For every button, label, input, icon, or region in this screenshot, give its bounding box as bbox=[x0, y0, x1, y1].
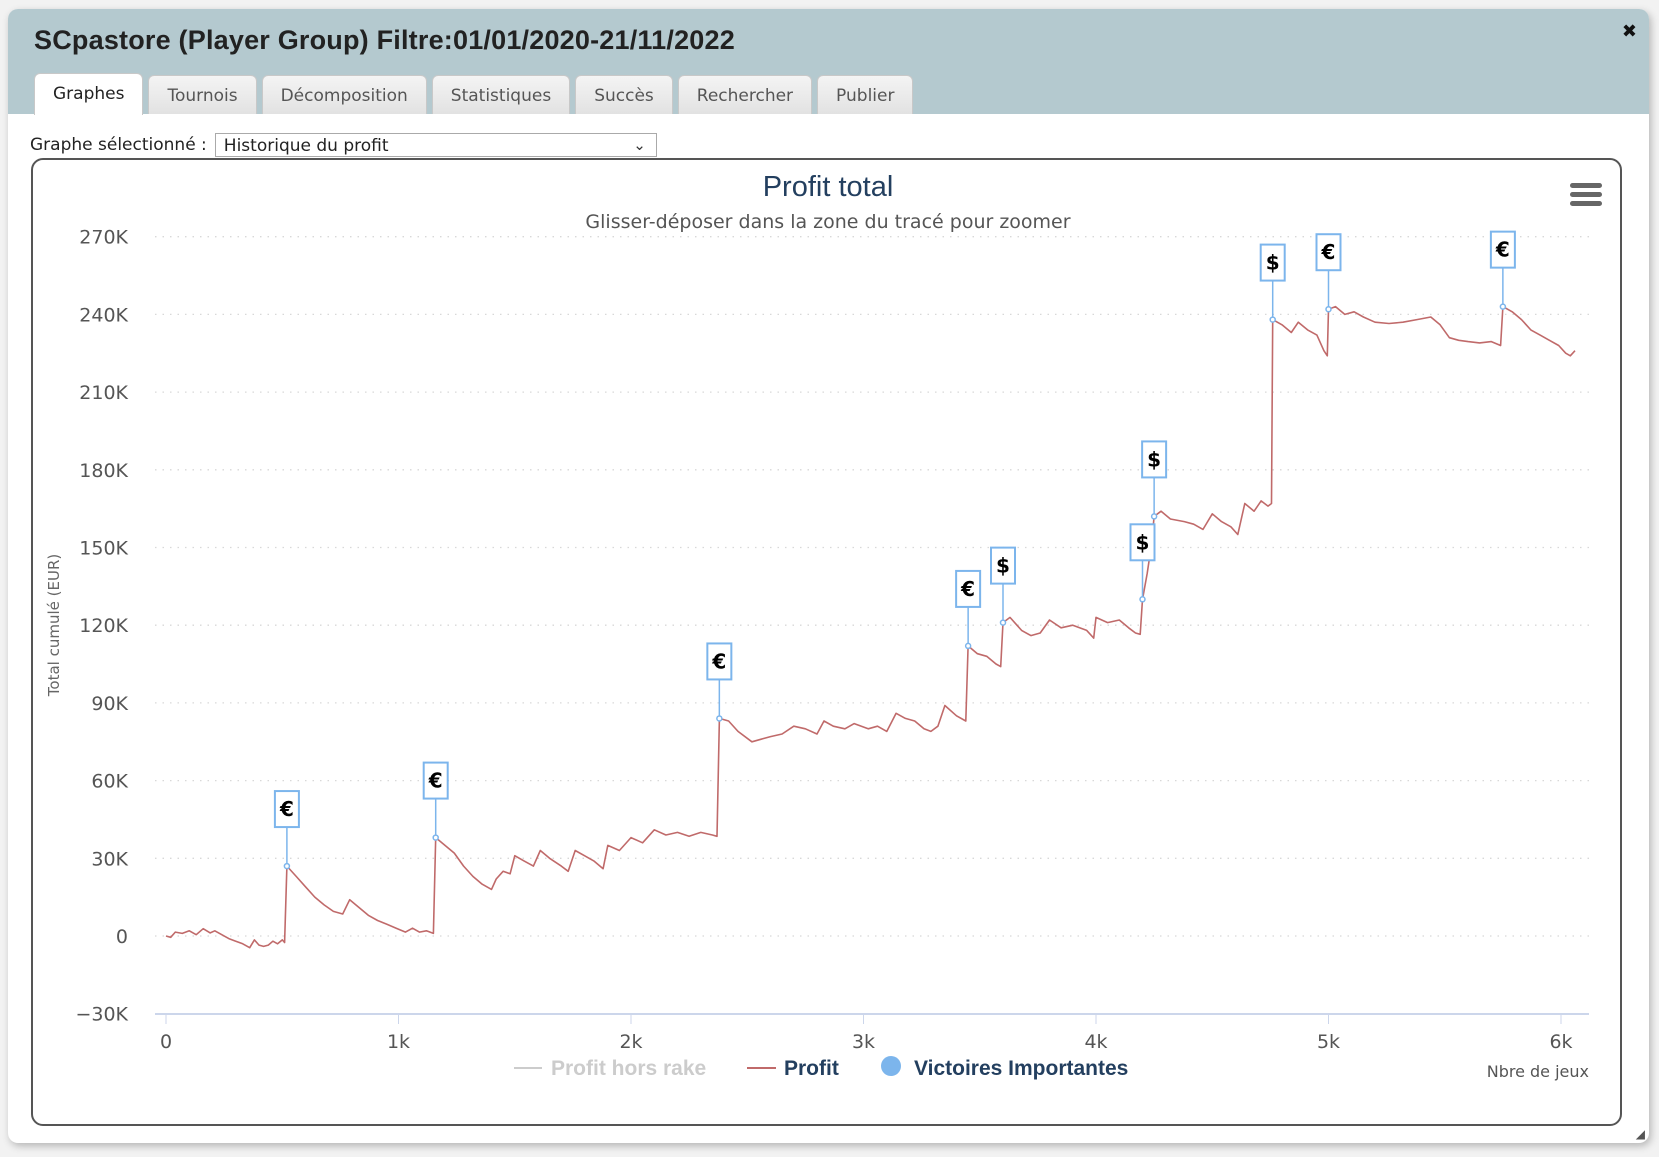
y-tick-label: 90K bbox=[91, 693, 128, 715]
euro-icon: € bbox=[711, 649, 726, 673]
y-tick-label: 30K bbox=[91, 848, 128, 870]
x-tick-label: 4k bbox=[1084, 1031, 1107, 1053]
x-tick-label: 2k bbox=[619, 1031, 642, 1053]
important-win-flag[interactable]: $ bbox=[1259, 243, 1286, 323]
important-win-flag[interactable]: € bbox=[1489, 230, 1516, 310]
tab-publier[interactable]: Publier bbox=[817, 75, 914, 114]
y-tick-label: 0 bbox=[116, 926, 128, 948]
flag-point bbox=[1499, 303, 1507, 310]
y-axis-labels: 270K 240K 210K 180K 150K 120K 90K 60K 30K 0 −30K bbox=[75, 227, 128, 1026]
legend-label: Victoires Importantes bbox=[914, 1057, 1128, 1080]
y-tick-label: −30K bbox=[75, 1004, 128, 1026]
flag-point bbox=[964, 642, 972, 650]
flag-point bbox=[1139, 596, 1146, 603]
x-tick-label: 5k bbox=[1317, 1031, 1340, 1053]
flag-box bbox=[1315, 233, 1342, 272]
flag-box bbox=[955, 569, 982, 608]
chart-menu-icon[interactable] bbox=[1570, 183, 1602, 209]
flag-point bbox=[283, 862, 291, 870]
dollar-icon: $ bbox=[1136, 530, 1150, 554]
important-win-flag[interactable]: € bbox=[1315, 233, 1342, 313]
profit-series-line[interactable] bbox=[165, 305, 1576, 949]
player-group-window: SCpastore (Player Group) Filtre:01/01/20… bbox=[8, 9, 1649, 1143]
y-tick-label: 60K bbox=[91, 771, 128, 793]
legend-circle-icon bbox=[881, 1056, 901, 1076]
euro-icon: € bbox=[279, 797, 294, 821]
euro-icon: € bbox=[1321, 240, 1336, 264]
flag-box bbox=[706, 642, 733, 681]
chart-container bbox=[31, 158, 1622, 1126]
resize-handle-icon[interactable]: ◢ bbox=[1635, 1127, 1645, 1141]
legend-item-victoires-importantes[interactable]: Victoires Importantes bbox=[881, 1056, 1128, 1080]
euro-icon: € bbox=[428, 769, 443, 793]
chart-title: Profit total bbox=[763, 171, 894, 203]
tab-graphes[interactable]: Graphes bbox=[34, 73, 144, 115]
chevron-down-icon: ⌄ bbox=[633, 136, 646, 154]
tab-succes[interactable]: Succès bbox=[575, 75, 673, 114]
y-tick-label: 270K bbox=[79, 227, 128, 249]
flag-box bbox=[273, 790, 300, 829]
important-win-flag[interactable]: € bbox=[706, 642, 733, 722]
flag-point bbox=[716, 715, 723, 722]
tab-tournois[interactable]: Tournois bbox=[148, 75, 257, 114]
euro-icon: € bbox=[960, 577, 975, 601]
x-tick-label: 0 bbox=[160, 1031, 172, 1053]
flag-box bbox=[1259, 243, 1286, 282]
flag-point bbox=[1269, 316, 1276, 323]
important-win-flag[interactable]: € bbox=[422, 761, 449, 841]
chart-subtitle: Glisser-déposer dans la zone du tracé po… bbox=[585, 211, 1070, 233]
flag-box bbox=[1129, 523, 1156, 562]
important-win-flag[interactable]: $ bbox=[1129, 523, 1156, 603]
legend-item-profit-hors-rake[interactable]: Profit hors rake bbox=[514, 1057, 706, 1080]
x-tick-label: 3k bbox=[852, 1031, 875, 1053]
window-title: SCpastore (Player Group) Filtre:01/01/20… bbox=[34, 25, 735, 55]
important-win-flag[interactable]: € bbox=[273, 790, 300, 870]
tab-rechercher[interactable]: Rechercher bbox=[677, 75, 813, 114]
flag-point bbox=[1325, 305, 1332, 313]
legend-label: Profit bbox=[784, 1057, 839, 1080]
y-axis-title: Total cumulé (EUR) bbox=[45, 554, 63, 697]
title-bar: SCpastore (Player Group) Filtre:01/01/20… bbox=[8, 9, 1649, 115]
important-win-flag[interactable]: $ bbox=[1141, 440, 1168, 520]
flag-point bbox=[432, 834, 439, 841]
flag-box bbox=[1489, 230, 1516, 269]
flag-box bbox=[990, 546, 1016, 585]
tab-statistiques[interactable]: Statistiques bbox=[431, 75, 571, 114]
flag-point bbox=[1150, 513, 1158, 520]
flag-box bbox=[1141, 440, 1168, 479]
y-tick-label: 180K bbox=[79, 460, 128, 482]
dollar-icon: $ bbox=[996, 554, 1010, 578]
y-tick-label: 240K bbox=[79, 304, 128, 326]
x-tick-label: 6k bbox=[1549, 1031, 1572, 1053]
flag-point bbox=[999, 619, 1007, 626]
y-tick-label: 120K bbox=[79, 615, 128, 637]
important-wins-markers[interactable]: € € € € $ $ $ $ € € bbox=[273, 230, 1516, 870]
close-icon[interactable]: ✖ bbox=[1621, 21, 1637, 42]
graph-selector-row: Graphe sélectionné : Historique du profi… bbox=[30, 133, 657, 157]
legend-item-profit[interactable]: Profit bbox=[747, 1057, 839, 1080]
flag-box bbox=[422, 761, 449, 800]
important-win-flag[interactable]: € bbox=[955, 569, 982, 650]
x-axis-labels: 0 1k 2k 3k 4k 5k 6k bbox=[160, 1014, 1573, 1053]
euro-icon: € bbox=[1495, 238, 1510, 262]
chart-legend[interactable]: Profit hors rake Profit Victoires Import… bbox=[514, 1056, 1128, 1080]
x-tick-label: 1k bbox=[387, 1031, 410, 1053]
important-win-flag[interactable]: $ bbox=[990, 546, 1016, 626]
x-axis-title: Nbre de jeux bbox=[1487, 1062, 1589, 1081]
tab-bar: Graphes Tournois Décomposition Statistiq… bbox=[34, 73, 918, 115]
graph-select-value: Historique du profit bbox=[223, 136, 389, 156]
legend-label: Profit hors rake bbox=[551, 1057, 706, 1080]
y-tick-label: 150K bbox=[79, 538, 128, 560]
graph-select[interactable]: Historique du profit ⌄ bbox=[214, 133, 657, 157]
dollar-icon: $ bbox=[1266, 251, 1280, 275]
graph-selector-label: Graphe sélectionné : bbox=[30, 135, 207, 155]
y-tick-label: 210K bbox=[79, 382, 128, 404]
grid-lines bbox=[155, 236, 1589, 937]
tab-decomposition[interactable]: Décomposition bbox=[261, 75, 427, 114]
dollar-icon: $ bbox=[1147, 447, 1161, 471]
